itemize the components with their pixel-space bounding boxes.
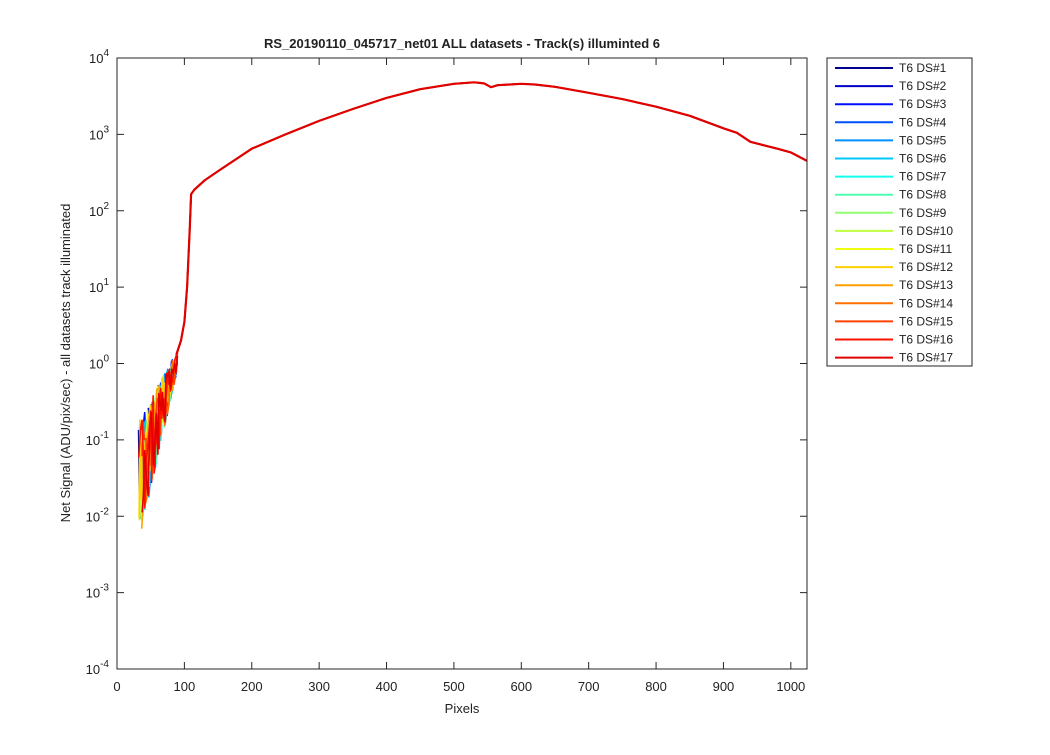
legend-entry: T6 DS#11 — [899, 242, 952, 256]
x-tick-label: 200 — [241, 679, 263, 694]
x-tick-label: 1000 — [776, 679, 805, 694]
y-tick-label: 100 — [89, 354, 109, 372]
x-tick-label: 100 — [174, 679, 196, 694]
legend: T6 DS#1 T6 DS#2 T6 DS#3 T6 DS#4 T6 DS#5 T6 DS… — [826, 57, 973, 367]
legend-entry: T6 DS#16 — [899, 333, 953, 347]
chart-title: RS_20190110_045717_net01 ALL datasets - … — [264, 36, 660, 51]
y-axis-label: Net Signal (ADU/pix/sec) - all datasets … — [58, 204, 73, 523]
legend-entry: T6 DS#8 — [899, 188, 947, 202]
y-tick-label: 101 — [89, 277, 109, 295]
legend-entry: T6 DS#7 — [899, 170, 947, 184]
legend-entry: T6 DS#1 — [899, 61, 947, 75]
x-tick-label: 500 — [443, 679, 465, 694]
y-tick-label: 10-2 — [86, 506, 110, 524]
data-layer — [137, 81, 808, 529]
legend-entry: T6 DS#14 — [899, 296, 953, 310]
y-tick-label: 10-4 — [86, 659, 110, 677]
legend-entry: T6 DS#6 — [899, 152, 947, 166]
y-tick-label: 104 — [89, 48, 109, 66]
series-line — [175, 81, 808, 356]
x-axis: 0 100 200 300 400 500 600 700 800 900 1000 — [113, 58, 805, 694]
legend-entry: T6 DS#13 — [899, 278, 953, 292]
legend-entry: T6 DS#2 — [899, 79, 947, 93]
x-tick-label: 600 — [510, 679, 532, 694]
y-axis: 10-4 10-3 10-2 10-1 100 101 102 103 104 — [86, 48, 807, 677]
legend-entry: T6 DS#10 — [899, 224, 953, 238]
x-tick-label: 0 — [113, 679, 120, 694]
legend-entry: T6 DS#12 — [899, 260, 953, 274]
y-tick-label: 10-1 — [86, 430, 110, 448]
series-noise-line — [141, 355, 179, 513]
legend-entry: T6 DS#9 — [899, 206, 947, 220]
y-tick-label: 103 — [89, 124, 109, 142]
x-tick-label: 400 — [376, 679, 398, 694]
legend-entry: T6 DS#4 — [899, 115, 947, 129]
x-tick-label: 700 — [578, 679, 600, 694]
legend-entry: T6 DS#3 — [899, 97, 947, 111]
legend-entry: T6 DS#15 — [899, 314, 953, 328]
legend-entry: T6 DS#5 — [899, 133, 947, 147]
y-tick-label: 102 — [89, 201, 109, 219]
x-tick-label: 900 — [713, 679, 735, 694]
y-tick-label: 10-3 — [86, 583, 110, 601]
x-tick-label: 800 — [645, 679, 667, 694]
x-tick-label: 300 — [308, 679, 330, 694]
legend-entry: T6 DS#17 — [899, 351, 953, 365]
x-axis-label: Pixels — [445, 701, 480, 716]
plot-area — [117, 58, 807, 669]
